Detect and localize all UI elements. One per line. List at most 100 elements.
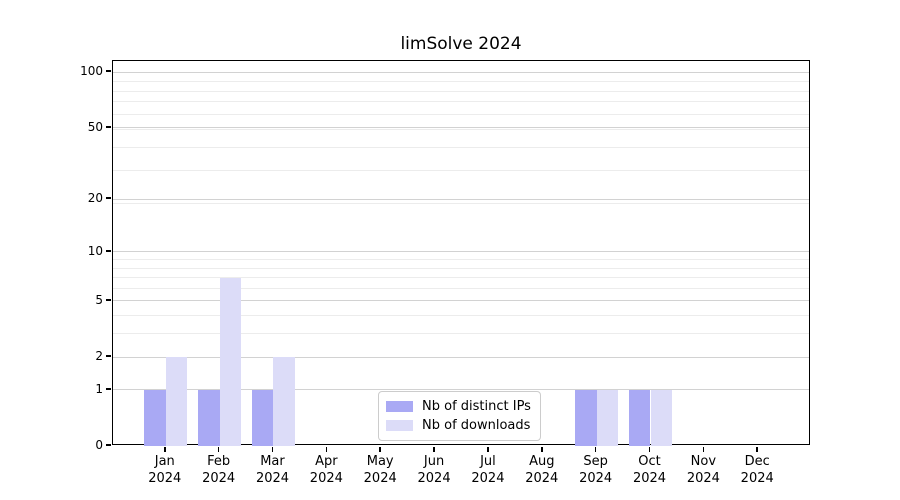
x-tick-month: Jan [154, 454, 175, 469]
x-tick-year: 2024 [632, 471, 667, 486]
x-tick-year: 2024 [148, 471, 182, 486]
y-tick-label: 5 [95, 292, 103, 307]
grid-minor-line [113, 81, 809, 83]
grid-minor-line [113, 267, 809, 269]
x-tick-mark [487, 446, 489, 452]
x-tick-label: Dec 2024 [725, 453, 789, 487]
y-tick-mark [106, 298, 111, 301]
y-tick-label: 100 [80, 64, 103, 79]
x-tick-month: Jun [423, 454, 445, 469]
grid-minor-line [113, 287, 809, 289]
x-tick-mark [648, 446, 651, 452]
grid-minor-line [113, 113, 809, 115]
y-tick-mark [106, 444, 111, 446]
x-tick-mark [702, 446, 705, 452]
grid-minor-line [113, 259, 809, 260]
grid-minor-line [113, 333, 809, 335]
x-tick-label: Feb 2024 [187, 453, 251, 487]
x-tick-year: 2024 [417, 471, 451, 486]
y-tick-label: 10 [87, 243, 103, 258]
x-tick-label: Jun 2024 [402, 453, 466, 487]
grid-minor-line [113, 101, 809, 103]
y-tick-mark [106, 125, 111, 128]
legend-item-downloads: Nb of downloads [386, 416, 531, 435]
x-tick-label: Apr 2024 [294, 453, 358, 487]
grid-major-line [113, 71, 809, 73]
y-tick-mark [106, 197, 111, 200]
x-tick-mark [594, 446, 597, 452]
y-tick-mark [106, 249, 111, 252]
legend-label-downloads: Nb of downloads [422, 418, 531, 433]
bar-oct-s0 [628, 389, 651, 446]
y-tick-label: 1 [95, 381, 103, 396]
plot-area [112, 60, 810, 446]
grid-minor-line [113, 315, 809, 317]
grid-minor-line [113, 277, 809, 279]
bar-jan-s0 [144, 389, 166, 446]
grid-minor-line [113, 202, 809, 204]
x-tick-label: Oct 2024 [618, 453, 682, 487]
x-tick-year: 2024 [686, 471, 720, 486]
bar-sep-s1 [596, 389, 619, 446]
grid-major-line [113, 127, 809, 129]
x-tick-month: Dec [744, 454, 770, 469]
x-tick-year: 2024 [363, 471, 397, 486]
x-tick-label: Sep 2024 [564, 453, 628, 487]
grid-minor-line [113, 146, 809, 148]
grid-major-line [113, 389, 809, 391]
y-tick-mark [106, 355, 111, 358]
x-tick-mark [756, 446, 758, 452]
bar-mar-s0 [251, 389, 274, 446]
x-tick-month: Nov [690, 454, 717, 469]
x-tick-label: Aug 2024 [510, 453, 574, 487]
x-tick-year: 2024 [525, 471, 559, 486]
grid-major-line [113, 356, 809, 358]
x-tick-month: Aug [529, 454, 555, 469]
x-tick-year: 2024 [579, 471, 613, 486]
x-tick-label: Jul 2024 [456, 453, 520, 487]
x-tick-month: Jul [480, 454, 496, 469]
x-tick-year: 2024 [309, 471, 343, 486]
x-tick-month: Oct [638, 454, 661, 469]
x-tick-mark [325, 446, 328, 452]
x-tick-month: Feb [207, 454, 231, 469]
y-tick-mark [106, 387, 111, 390]
legend-label-distinct-ips: Nb of distinct IPs [422, 399, 531, 414]
x-tick-label: Nov 2024 [671, 453, 735, 487]
x-tick-month: Apr [315, 454, 338, 469]
x-tick-label: May 2024 [348, 453, 412, 487]
grid-minor-line [113, 170, 809, 172]
legend: Nb of distinct IPs Nb of downloads [378, 391, 541, 441]
grid-major-line [113, 251, 809, 253]
x-tick-year: 2024 [255, 471, 290, 486]
bar-sep-s0 [575, 389, 597, 446]
bar-jan-s1 [165, 357, 188, 446]
legend-item-distinct-ips: Nb of distinct IPs [386, 397, 531, 416]
x-tick-label: Jan 2024 [133, 453, 197, 487]
y-tick-label: 2 [95, 349, 103, 364]
x-tick-mark [541, 446, 543, 452]
bar-feb-s0 [198, 389, 220, 446]
grid-minor-line [113, 90, 809, 92]
x-tick-mark [164, 446, 166, 452]
x-tick-month: May [366, 454, 394, 469]
grid-major-line [113, 300, 809, 302]
grid-minor-line [113, 128, 809, 130]
bar-mar-s1 [273, 357, 296, 446]
chart-title: limSolve 2024 [400, 34, 522, 54]
x-tick-mark [379, 446, 381, 452]
x-tick-mark [271, 446, 274, 452]
bar-oct-s1 [650, 389, 673, 446]
legend-swatch-distinct-ips [386, 401, 413, 412]
x-tick-year: 2024 [471, 471, 505, 486]
x-tick-label: Mar 2024 [240, 453, 304, 487]
y-tick-mark [106, 70, 111, 73]
y-tick-label: 20 [87, 191, 103, 206]
y-tick-label: 50 [87, 119, 103, 134]
x-tick-month: Sep [583, 454, 608, 469]
x-tick-year: 2024 [740, 471, 774, 486]
legend-swatch-downloads [386, 420, 413, 431]
x-tick-year: 2024 [202, 471, 236, 486]
x-tick-mark [433, 446, 435, 452]
